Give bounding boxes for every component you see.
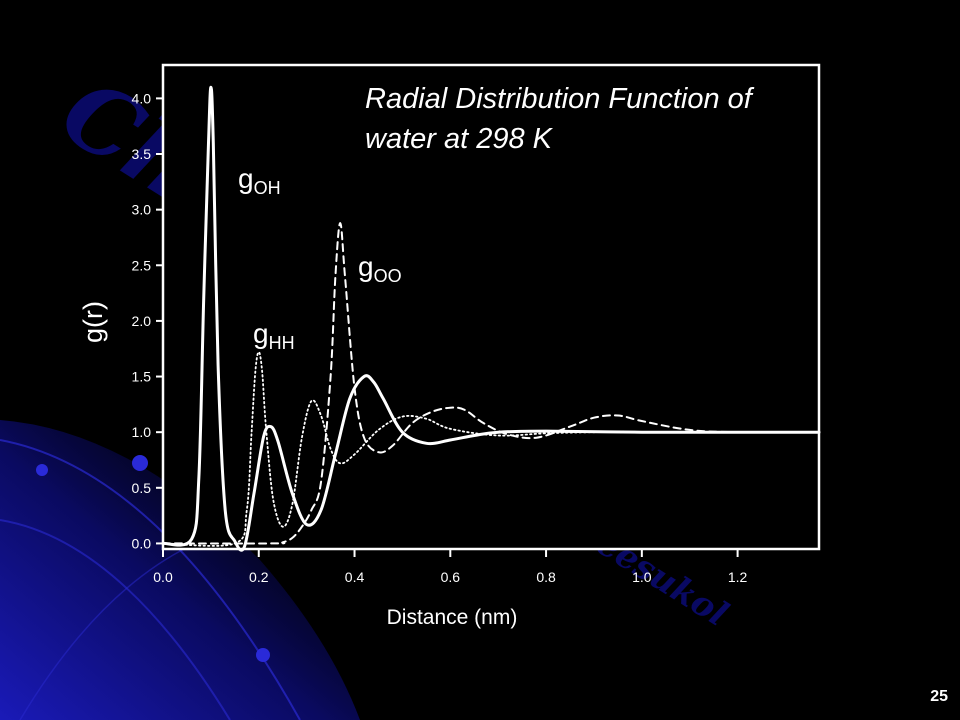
y-tick-label: 3.5	[132, 146, 152, 162]
chart-title-line-1: Radial Distribution Function of	[365, 83, 755, 115]
series-line-goh	[161, 85, 821, 552]
series-label-goo: gOO	[358, 251, 402, 286]
plot-area-frame	[161, 63, 821, 551]
x-tick-label: 1.0	[632, 569, 652, 585]
x-tick-label: 0.2	[249, 569, 269, 585]
x-axis: 0.0 0.2 0.4 0.6 0.8 1.0 1.2	[153, 549, 748, 585]
y-tick-label: 0.0	[132, 535, 152, 551]
y-tick-label: 1.5	[132, 369, 152, 385]
y-tick-label: 2.0	[132, 313, 152, 329]
corner-gradient-shape	[0, 420, 360, 720]
series-line-goo	[162, 222, 820, 545]
decorative-arc	[0, 519, 231, 720]
chart-title-line-2: water at 298 K	[365, 123, 554, 155]
x-tick-label: 0.0	[153, 569, 173, 585]
y-tick-label: 0.5	[132, 480, 152, 496]
series-label-goh: gOH	[238, 163, 281, 198]
y-tick-label: 4.0	[132, 90, 152, 106]
y-tick-label: 2.5	[132, 257, 152, 273]
x-tick-label: 0.8	[536, 569, 556, 585]
x-tick-label: 0.4	[345, 569, 365, 585]
page-number: 25	[930, 688, 948, 705]
x-axis-title: Distance (nm)	[387, 606, 518, 629]
y-tick-label: 3.0	[132, 202, 152, 218]
y-tick-label: 1.0	[132, 424, 152, 440]
x-tick-label: 0.6	[441, 569, 461, 585]
series-layer	[161, 85, 821, 552]
series-label-ghh: gHH	[253, 318, 295, 353]
y-axis-title: g(r)	[78, 301, 108, 343]
x-tick-label: 1.2	[728, 569, 748, 585]
y-axis: 0.0 0.5 1.0 1.5 2.0 2.5 3.0 3.5 4.0	[132, 90, 163, 551]
series-line-ghh	[162, 351, 820, 547]
decorative-dot	[256, 648, 270, 662]
decorative-dot	[132, 455, 148, 471]
decorative-dot	[36, 464, 48, 476]
chart-title: Radial Distribution Function of water at…	[365, 83, 755, 155]
